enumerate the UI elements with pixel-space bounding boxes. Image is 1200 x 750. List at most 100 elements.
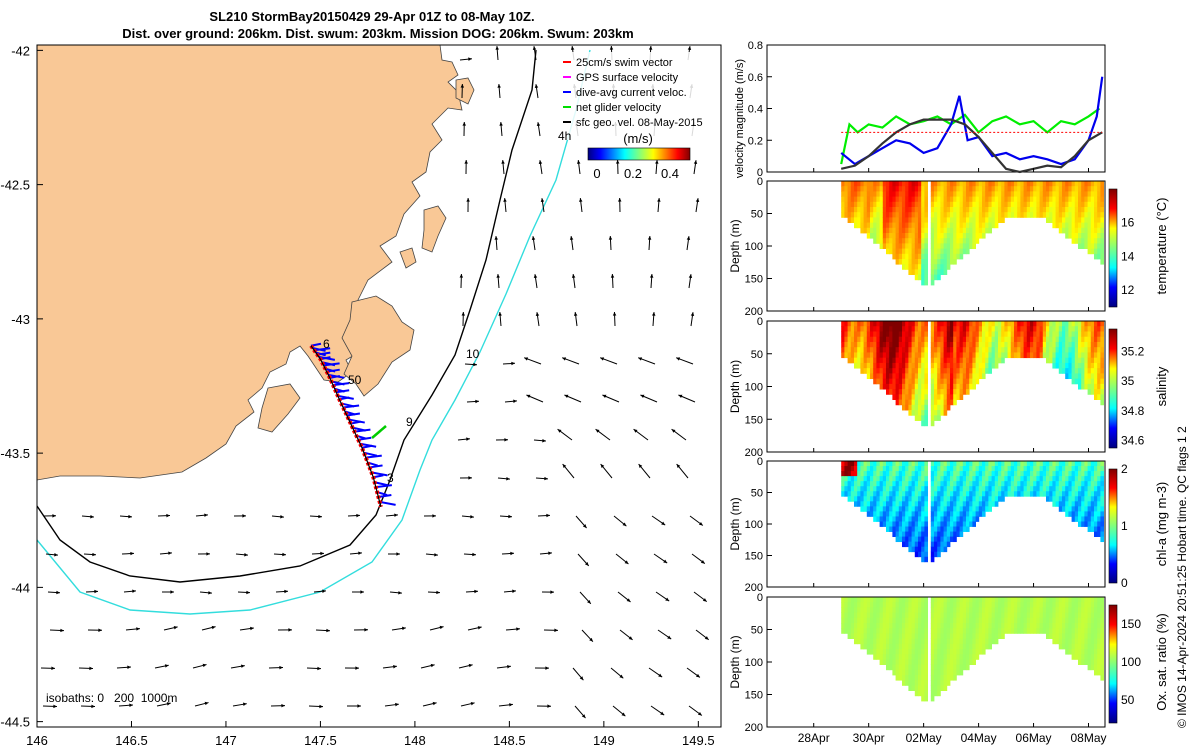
oxygen-cell	[988, 597, 992, 603]
oxygen-cell	[889, 602, 893, 608]
oxygen-cell	[866, 643, 871, 650]
temperature-cell	[1010, 212, 1015, 218]
chl-a-cell	[965, 486, 970, 492]
chl-a-cell	[1068, 491, 1072, 497]
chl-a-cell	[901, 511, 906, 517]
oxygen-cell	[1081, 659, 1085, 665]
dive-avg-current-vector	[350, 420, 361, 425]
chl-a-cell	[924, 551, 928, 558]
chl-a-cell	[933, 541, 938, 548]
chl-a-cell	[1055, 466, 1060, 472]
chl-a-cell	[860, 501, 864, 507]
oxygen-cell	[943, 659, 948, 665]
temperature-cell	[901, 253, 906, 260]
chl-a-cell	[905, 516, 909, 522]
temperature-cell	[1081, 181, 1085, 187]
chl-a-cell	[1093, 526, 1098, 532]
velocity-arrowhead	[695, 198, 700, 202]
temperature-cell	[1068, 181, 1072, 187]
chl-a-cell	[908, 461, 912, 467]
temperature-cell	[937, 243, 941, 249]
chl-a-cell	[853, 501, 858, 507]
salinity-cell	[882, 331, 887, 338]
chl-a-cell	[937, 546, 941, 553]
velocity-arrowhead	[688, 274, 693, 278]
chl-a-cell	[911, 471, 916, 477]
temperature-cell	[917, 186, 922, 192]
oxygen-cell	[911, 664, 916, 671]
chl-a-cell	[937, 476, 941, 482]
salinity-cell	[911, 331, 916, 338]
chl-a-cell	[953, 486, 957, 492]
salinity-cell	[1084, 336, 1088, 343]
oxygen-cell	[866, 633, 871, 639]
oxygen-cell	[1068, 612, 1072, 619]
salinity-cell	[905, 326, 909, 332]
velocity-axes	[766, 44, 1106, 173]
chl-a-cell	[930, 501, 935, 507]
oxygen-cell	[962, 623, 967, 629]
temperature-cell	[953, 259, 957, 265]
oxygen-colorbar-tick: 150	[1121, 617, 1141, 631]
oxygen-cell	[1093, 643, 1098, 650]
chl-a-cell	[997, 476, 1002, 482]
oxygen-cell	[889, 597, 893, 603]
chl-a-cell	[879, 476, 884, 482]
salinity-cell	[1026, 347, 1031, 353]
salinity-cell	[1074, 336, 1079, 343]
salinity-cell	[1065, 326, 1069, 332]
salinity-cell	[959, 378, 964, 385]
salinity-cell	[917, 373, 922, 380]
salinity-cell	[946, 357, 951, 364]
oxygen-cell	[863, 602, 868, 608]
salinity-cell	[882, 321, 887, 327]
salinity-cell	[956, 352, 960, 359]
temperature-cell	[892, 243, 896, 249]
chl-a-cell	[962, 476, 967, 482]
chl-a-cell	[911, 466, 916, 472]
salinity-cell	[898, 394, 903, 400]
salinity-cell	[953, 389, 957, 395]
salinity-cell	[1029, 326, 1034, 332]
oxygen-cell	[956, 649, 960, 655]
salinity-cell	[889, 389, 893, 395]
oxygen-cell	[863, 633, 868, 639]
salinity-cell	[1074, 341, 1079, 348]
chl-a-cell	[1029, 471, 1034, 477]
salinity-cell	[1065, 321, 1069, 327]
chl-a-cell	[1087, 476, 1092, 482]
chl-a-cell	[978, 466, 983, 472]
salinity-cell	[959, 331, 964, 338]
salinity-cell	[1090, 362, 1095, 369]
velocity-arrowhead	[208, 591, 212, 595]
chl-a-cell	[1071, 486, 1076, 492]
salinity-cell	[962, 383, 967, 390]
temperature-cell	[994, 181, 999, 187]
temperature-cell	[892, 191, 896, 197]
oxygen-cell	[981, 649, 986, 655]
chl-a-cell	[943, 491, 948, 497]
salinity-cell	[921, 389, 925, 395]
salinity-cell	[1097, 331, 1101, 338]
temperature-cell	[962, 181, 967, 187]
temperature-cell	[933, 186, 938, 192]
salinity-cell	[911, 336, 916, 343]
oxygen-cell	[921, 633, 925, 639]
salinity-cell	[1020, 326, 1024, 332]
salinity-cell	[1087, 331, 1092, 338]
chl-a-cell	[953, 516, 957, 522]
temperature-cell	[879, 238, 884, 244]
oxygen-cell	[1071, 638, 1076, 645]
salinity-cell	[850, 336, 855, 343]
temperature-cell	[1087, 181, 1092, 187]
chl-a-cell	[1093, 471, 1098, 477]
chl-a-cell	[930, 471, 935, 477]
oxygen-cell	[914, 690, 919, 697]
temperature-cell	[997, 186, 1002, 192]
chl-a-cell	[1033, 486, 1037, 492]
dive-avg-current-vector	[378, 493, 392, 498]
salinity-cell	[937, 404, 941, 411]
oxygen-cell	[1061, 643, 1066, 650]
salinity-cell	[844, 347, 848, 353]
